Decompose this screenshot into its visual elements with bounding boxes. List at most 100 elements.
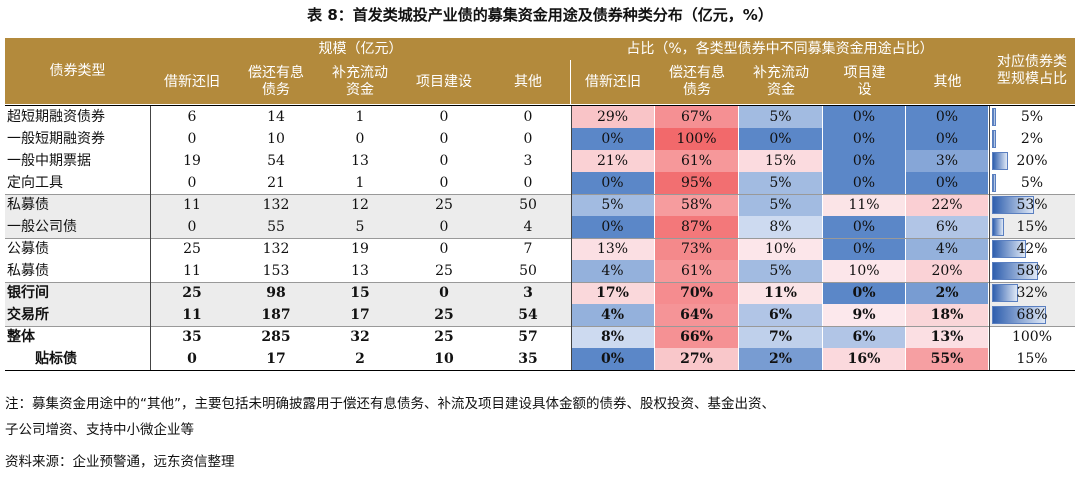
scale-cell: 10	[434, 351, 454, 367]
table-row: 定向工具 0 21 1 0 0 0% 95% 5% 0% 0% 5%	[5, 172, 1075, 194]
scale-cell: 13	[351, 263, 369, 279]
row-divider	[5, 238, 1075, 239]
scale-cell: 50	[519, 197, 537, 213]
pct-cell: 64%	[655, 304, 739, 326]
table-row: 私募债 11 132 12 25 50 5% 58% 5% 11% 22% 53%	[5, 194, 1075, 216]
scale-cell: 0	[439, 219, 449, 235]
pct-cell: 61%	[655, 150, 739, 172]
share-bar	[992, 240, 1026, 258]
pct-cell: 0%	[823, 106, 906, 128]
pct-cell: 5%	[739, 194, 823, 216]
share-value: 58%	[1016, 263, 1048, 279]
pct-cell: 4%	[906, 238, 989, 260]
scale-cell: 35	[518, 351, 538, 367]
scale-cell: 19	[351, 241, 369, 257]
scale-cell: 1	[355, 109, 365, 125]
row-type-label: 私募债	[7, 263, 49, 279]
row-divider	[5, 370, 1075, 371]
scale-cell: 25	[434, 329, 454, 345]
pct-cell: 8%	[739, 216, 823, 238]
scale-cell: 2	[355, 351, 365, 367]
pct-cell: 61%	[655, 260, 739, 282]
share-cell: 2%	[992, 130, 1072, 148]
scale-cell: 0	[439, 109, 449, 125]
scale-cell: 0	[187, 175, 197, 191]
pct-cell: 0%	[571, 216, 655, 238]
column-divider	[989, 106, 990, 370]
pct-cell: 20%	[906, 260, 989, 282]
pct-cell: 5%	[739, 106, 823, 128]
scale-cell: 0	[439, 131, 449, 147]
scale-cell: 7	[523, 241, 533, 257]
scale-cell: 0	[439, 153, 449, 169]
share-cell: 58%	[992, 262, 1072, 280]
pct-cell: 9%	[823, 304, 906, 326]
header-share: 对应债券类型规模占比	[989, 38, 1075, 104]
pct-cell: 22%	[906, 194, 989, 216]
row-type-label: 一般短期融资券	[7, 131, 105, 147]
pct-cell: 66%	[655, 326, 739, 348]
scale-cell: 25	[435, 197, 453, 213]
share-bar	[992, 130, 996, 148]
column-divider	[150, 106, 151, 370]
share-value: 42%	[1016, 241, 1048, 257]
pct-cell: 0%	[823, 128, 906, 150]
pct-cell: 17%	[571, 282, 655, 304]
share-cell: 5%	[992, 108, 1072, 126]
pct-cell: 4%	[571, 304, 655, 326]
scale-cell: 0	[187, 131, 197, 147]
share-bar	[992, 306, 1047, 324]
pct-cell: 55%	[906, 348, 989, 370]
scale-cell: 11	[183, 263, 201, 279]
scale-cell: 25	[434, 307, 454, 323]
scale-cell: 132	[262, 197, 290, 213]
pct-cell: 10%	[823, 260, 906, 282]
share-value: 15%	[1016, 351, 1048, 367]
pct-cell: 8%	[571, 326, 655, 348]
share-value: 68%	[1016, 307, 1048, 323]
share-value: 100%	[1011, 329, 1053, 345]
pct-cell: 6%	[823, 326, 906, 348]
header-pct-col-1: 偿还有息债务	[655, 60, 739, 104]
row-type-label: 一般公司债	[7, 219, 77, 235]
pct-cell: 0%	[906, 106, 989, 128]
share-cell: 68%	[992, 306, 1072, 324]
scale-cell: 50	[519, 263, 537, 279]
pct-cell: 15%	[739, 150, 823, 172]
scale-cell: 0	[439, 175, 449, 191]
pct-cell: 27%	[655, 348, 739, 370]
share-bar	[992, 108, 996, 126]
pct-cell: 6%	[739, 304, 823, 326]
pct-cell: 0%	[823, 238, 906, 260]
scale-cell: 0	[439, 241, 449, 257]
share-cell: 20%	[992, 152, 1072, 170]
row-divider	[5, 282, 1075, 283]
scale-cell: 0	[439, 285, 449, 301]
pct-cell: 2%	[739, 348, 823, 370]
row-divider	[5, 326, 1075, 327]
share-cell: 15%	[992, 218, 1072, 236]
header-pct-col-4: 其他	[906, 60, 989, 104]
scale-cell: 25	[183, 241, 201, 257]
scale-cell: 0	[355, 131, 365, 147]
pct-cell: 67%	[655, 106, 739, 128]
row-type-label: 公募债	[7, 241, 49, 257]
pct-cell: 0%	[823, 150, 906, 172]
table-row: 公募债 25 132 19 0 7 13% 73% 10% 0% 4% 42%	[5, 238, 1075, 260]
scale-cell: 1	[355, 175, 365, 191]
row-type-label: 私募债	[7, 197, 49, 213]
scale-cell: 17	[350, 307, 370, 323]
share-cell: 32%	[992, 284, 1072, 302]
share-value: 20%	[1016, 153, 1048, 169]
share-cell: 5%	[992, 174, 1072, 192]
scale-cell: 15	[350, 285, 370, 301]
share-value: 32%	[1016, 285, 1048, 301]
scale-cell: 54	[267, 153, 285, 169]
share-bar	[992, 262, 1039, 280]
scale-cell: 54	[518, 307, 538, 323]
row-type-label: 银行间	[7, 285, 49, 301]
row-divider	[5, 105, 1075, 106]
scale-cell: 3	[523, 153, 533, 169]
scale-cell: 132	[262, 241, 290, 257]
pct-cell: 0%	[823, 216, 906, 238]
